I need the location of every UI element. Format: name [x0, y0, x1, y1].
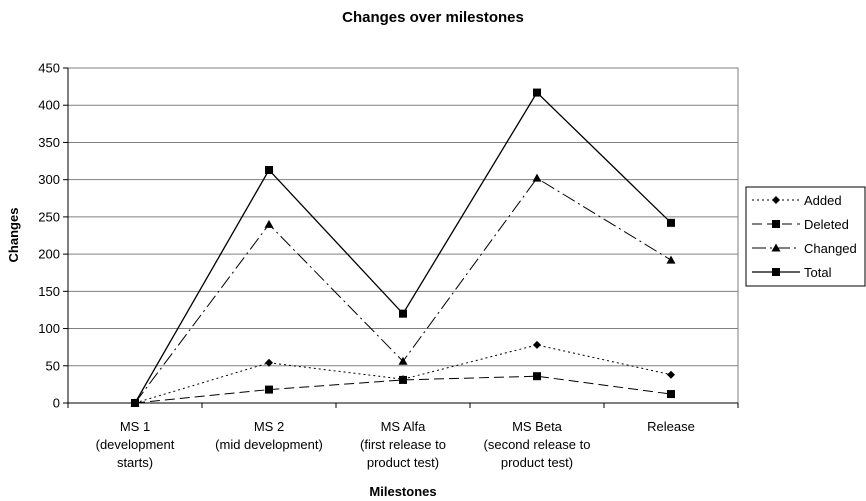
- legend-box: [745, 186, 866, 287]
- data-point-total: [399, 309, 407, 318]
- data-point-added: [533, 340, 541, 349]
- series-added: [131, 340, 675, 407]
- y-tick-label: 150: [38, 284, 60, 299]
- y-tick-label: 450: [38, 61, 60, 76]
- y-tick-label: 50: [46, 358, 60, 373]
- series-total: [131, 88, 675, 407]
- series-group: [130, 88, 676, 407]
- chart-title: Changes over milestones: [342, 9, 524, 26]
- x-tick-label: MS Alfa: [381, 419, 427, 434]
- data-point-total: [667, 218, 675, 227]
- data-point-added: [667, 370, 675, 379]
- data-point-changed: [666, 255, 676, 264]
- y-tick-label: 0: [53, 396, 60, 411]
- x-axis-label: Milestones: [369, 484, 436, 499]
- y-axis: 0 50 100 150 200 250 300 350 400 450: [38, 61, 68, 411]
- series-changed: [130, 173, 676, 407]
- data-point-changed: [398, 356, 408, 365]
- x-tick-label: MS 1: [120, 419, 150, 434]
- legend-label: Changed: [804, 241, 857, 256]
- y-tick-label: 400: [38, 98, 60, 113]
- x-tick-label: (development: [96, 437, 175, 452]
- y-tick-label: 350: [38, 135, 60, 150]
- data-point-deleted: [667, 390, 675, 399]
- data-point-total: [131, 399, 139, 407]
- data-point-total: [533, 88, 541, 97]
- legend-item-deleted: Deleted: [752, 217, 849, 232]
- legend: Added Deleted Changed Total: [745, 186, 866, 287]
- legend-swatch-marker: [772, 268, 780, 276]
- legend-item-added: Added: [752, 193, 842, 208]
- y-tick-label: 200: [38, 247, 60, 262]
- x-tick-label: (first release to: [360, 437, 446, 452]
- series-line-total: [134, 91, 672, 404]
- data-point-changed: [532, 173, 542, 182]
- legend-swatch-marker: [772, 220, 780, 228]
- legend-item-changed: Changed: [752, 241, 857, 256]
- data-point-deleted: [399, 375, 407, 384]
- data-point-changed: [264, 219, 274, 228]
- x-tick-label: starts): [117, 455, 153, 470]
- data-point-deleted: [265, 385, 273, 394]
- data-point-deleted: [533, 372, 541, 381]
- gridlines: [68, 67, 738, 367]
- x-tick-label: Release: [647, 419, 695, 434]
- series-deleted: [131, 372, 675, 407]
- data-point-total: [265, 165, 273, 174]
- series-line-changed: [134, 177, 672, 404]
- legend-label: Total: [804, 265, 832, 280]
- x-tick-label: product test): [501, 455, 573, 470]
- y-tick-label: 100: [38, 321, 60, 336]
- plot-area: [67, 67, 739, 404]
- x-axis: MS 1 (development starts) MS 2 (mid developm…: [67, 68, 739, 470]
- series-line-added: [134, 344, 672, 404]
- legend-swatch-marker: [772, 196, 780, 204]
- y-tick-label: 300: [38, 172, 60, 187]
- y-tick-label: 250: [38, 209, 60, 224]
- legend-item-total: Total: [752, 265, 832, 280]
- legend-label: Added: [804, 193, 842, 208]
- data-point-added: [265, 358, 273, 367]
- x-tick-label: MS Beta: [512, 419, 563, 434]
- x-tick-label: (second release to: [484, 437, 591, 452]
- legend-label: Deleted: [804, 217, 849, 232]
- x-tick-label: MS 2: [254, 419, 284, 434]
- x-tick-label: product test): [367, 455, 439, 470]
- x-tick-label: (mid development): [215, 437, 323, 452]
- y-axis-label: Changes: [6, 208, 21, 263]
- legend-swatch-marker: [771, 243, 781, 252]
